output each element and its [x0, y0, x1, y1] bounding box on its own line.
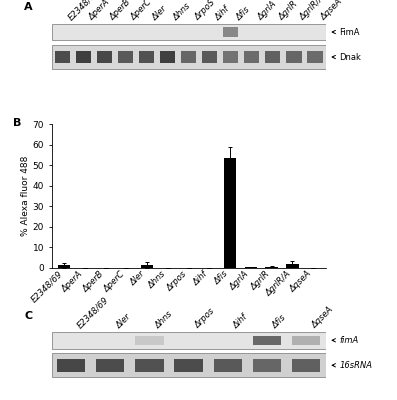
Bar [118, 51, 133, 63]
Bar [286, 51, 301, 63]
Text: Δihf: Δihf [232, 312, 250, 330]
Text: Δfis: Δfis [235, 5, 252, 22]
Bar [135, 359, 164, 372]
Bar [141, 265, 153, 268]
Text: ΔqseA: ΔqseA [310, 306, 335, 330]
Bar [286, 264, 299, 268]
Text: ΔgrlR: ΔgrlR [277, 0, 299, 22]
Bar [265, 266, 278, 268]
Text: ΔgrlA: ΔgrlA [256, 0, 278, 22]
Text: ΔperB: ΔperB [108, 0, 133, 22]
Text: E2348/69: E2348/69 [66, 0, 101, 22]
Bar [292, 359, 320, 372]
Bar [54, 51, 70, 63]
Bar [202, 51, 217, 63]
Bar [265, 51, 280, 63]
Bar [214, 359, 242, 372]
Bar [223, 28, 238, 37]
Bar [52, 332, 326, 349]
Text: A: A [24, 2, 33, 12]
Text: ΔperC: ΔperC [129, 0, 154, 22]
Text: Δrpos: Δrpos [193, 307, 216, 330]
Text: ΔrpoS: ΔrpoS [193, 0, 217, 22]
Text: B: B [13, 118, 21, 128]
Text: E2348/69: E2348/69 [75, 296, 110, 330]
Text: Δler: Δler [114, 312, 133, 330]
Text: Δfis: Δfis [271, 313, 288, 330]
Bar [292, 336, 320, 345]
Y-axis label: % Alexa fluor 488: % Alexa fluor 488 [21, 156, 30, 236]
Text: Δhns: Δhns [172, 1, 193, 22]
Bar [160, 51, 175, 63]
Bar [135, 336, 164, 345]
Bar [52, 24, 326, 40]
Text: Δler: Δler [150, 4, 169, 22]
Text: Dnak: Dnak [339, 52, 361, 62]
Bar [244, 51, 259, 63]
Bar [307, 51, 323, 63]
Bar [181, 51, 196, 63]
Text: ΔperA: ΔperA [87, 0, 112, 22]
Bar [96, 359, 124, 372]
Bar [245, 267, 257, 268]
Bar [52, 353, 326, 377]
Text: ΔgrlR/A: ΔgrlR/A [298, 0, 327, 22]
Bar [223, 51, 238, 63]
Text: FimA: FimA [339, 28, 360, 36]
Text: fimA: fimA [339, 336, 358, 345]
Bar [253, 359, 281, 372]
Text: ΔqseA: ΔqseA [319, 0, 344, 22]
Text: 16sRNA: 16sRNA [339, 361, 372, 370]
Bar [58, 265, 70, 268]
Bar [175, 359, 202, 372]
Bar [139, 51, 154, 63]
Bar [76, 51, 91, 63]
Text: Δhns: Δhns [154, 310, 175, 330]
Bar [224, 158, 236, 268]
Bar [57, 359, 85, 372]
Text: Δihf: Δihf [214, 4, 232, 22]
Bar [253, 336, 281, 345]
Text: C: C [24, 311, 32, 321]
Bar [97, 51, 112, 63]
Bar [52, 45, 326, 69]
